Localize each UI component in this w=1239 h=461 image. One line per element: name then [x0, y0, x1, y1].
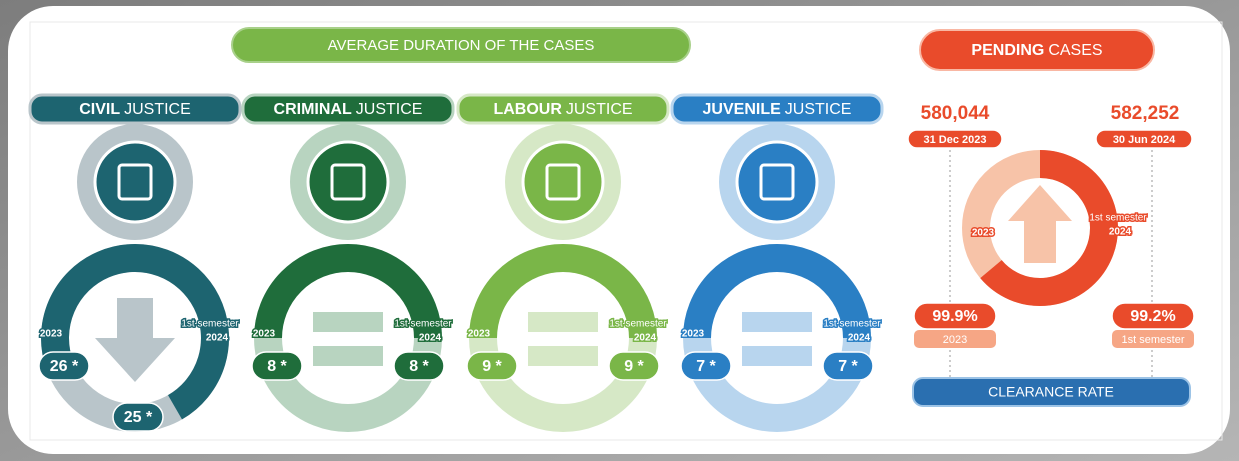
year-label: 1st semester [609, 319, 667, 330]
pending-title: PENDING CASES [971, 42, 1102, 59]
clearance-a: 99.9% [932, 308, 977, 325]
icon-glyph [759, 163, 795, 201]
year-label: 1st semester [181, 319, 239, 330]
value: 7 * [838, 358, 858, 375]
clearance-b-label-bg [1112, 330, 1194, 348]
value-bg [680, 351, 732, 381]
year-label: 1st semester [823, 319, 881, 330]
value-bg [608, 351, 660, 381]
pending-title-rest: CASES [1048, 42, 1102, 59]
end-value: 582,252 [1111, 103, 1180, 124]
year-label: 2024 [206, 333, 229, 344]
clearance-a-label: 2023 [943, 334, 967, 346]
duration-title: AVERAGE DURATION OF THE CASES [328, 37, 595, 54]
clearance-b-bg [1111, 302, 1195, 330]
pending-title-pill [919, 29, 1155, 71]
end-date-bg [1095, 129, 1193, 149]
year-label: 2024 [419, 333, 442, 344]
panel-header [670, 93, 884, 125]
ring-year: 2023 [972, 228, 995, 239]
card-border [29, 21, 1223, 441]
value-bg [251, 351, 303, 381]
year-label: 1st semester [394, 319, 452, 330]
panel-title: CIVIL JUSTICE [79, 101, 191, 118]
year-label: 2024 [848, 333, 871, 344]
ring-arc [41, 244, 229, 420]
icon-disc [93, 140, 177, 224]
value: 26 * [50, 358, 79, 375]
start-date: 31 Dec 2023 [924, 134, 987, 146]
up-arrow [1008, 185, 1072, 263]
panel-title-bold: JUVENILE [703, 101, 782, 118]
ring-arc [683, 244, 871, 339]
panel-header [241, 93, 455, 125]
clearance-b: 99.2% [1130, 308, 1175, 325]
panel-title-bold: CRIMINAL [274, 101, 352, 118]
value-bg [112, 402, 164, 432]
ring-arc [254, 244, 442, 339]
value: 8 * [267, 358, 287, 375]
year-label: 2023 [40, 329, 63, 340]
duration-title-pill [231, 27, 691, 63]
panel-title-rest: JUSTICE [566, 101, 633, 118]
panel-title: CRIMINAL JUSTICE [274, 101, 423, 118]
icon-disc [735, 140, 819, 224]
equal-bar [528, 312, 598, 332]
equal-bar [528, 346, 598, 366]
year-label: 2023 [682, 329, 705, 340]
clearance-a-bg [913, 302, 997, 330]
value-bg [466, 351, 518, 381]
panel-title-rest: JUSTICE [124, 101, 191, 118]
panel-title-rest: JUSTICE [785, 101, 852, 118]
panel-title-bold: LABOUR [493, 101, 562, 118]
year-label: 2023 [468, 329, 491, 340]
icon-disc [306, 140, 390, 224]
icon-glyph [330, 163, 366, 201]
panel-header [456, 93, 670, 125]
equal-bar [313, 312, 383, 332]
panel-title: LABOUR JUSTICE [493, 101, 632, 118]
clearance-title: CLEARANCE RATE [988, 384, 1114, 400]
panel-title: JUVENILE JUSTICE [703, 101, 852, 118]
value-bg [38, 351, 90, 381]
icon-glyph [545, 163, 581, 201]
pending-ring-arc [980, 150, 1118, 306]
ring-year: 1st semester [1089, 213, 1147, 224]
value: 25 * [124, 409, 153, 426]
start-date-bg [907, 129, 1003, 149]
ring-year: 2024 [1109, 227, 1132, 238]
clearance-title-pill [912, 377, 1191, 407]
value-bg [393, 351, 445, 381]
ring-arc [469, 244, 657, 339]
end-date: 30 Jun 2024 [1113, 134, 1176, 146]
equal-bar [742, 312, 812, 332]
down-arrow [95, 298, 175, 382]
equal-bar [313, 346, 383, 366]
panel-title-bold: CIVIL [79, 101, 120, 118]
pending-title-bold: PENDING [971, 42, 1044, 59]
icon-disc [521, 140, 605, 224]
value-bg [822, 351, 874, 381]
start-value: 580,044 [921, 103, 990, 124]
panel-title-rest: JUSTICE [356, 101, 423, 118]
value: 8 * [409, 358, 429, 375]
year-label: 2024 [634, 333, 657, 344]
clearance-b-label: 1st semester [1122, 334, 1185, 346]
value: 9 * [624, 358, 644, 375]
equal-bar [742, 346, 812, 366]
year-label: 2023 [253, 329, 276, 340]
icon-glyph [117, 163, 153, 201]
panel-header [28, 93, 242, 125]
value: 9 * [482, 358, 502, 375]
clearance-a-label-bg [914, 330, 996, 348]
value: 7 * [696, 358, 716, 375]
